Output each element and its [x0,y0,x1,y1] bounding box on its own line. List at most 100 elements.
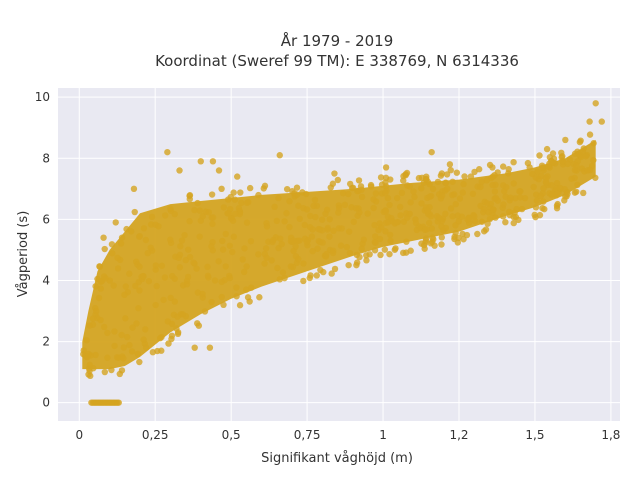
data-point [104,354,111,361]
data-point [100,273,108,280]
data-point [326,233,333,240]
x-tick-label: 0 [75,428,83,442]
data-point [494,169,501,176]
data-point [324,224,332,232]
data-point [176,264,184,271]
data-point [326,216,333,223]
data-point [371,221,378,229]
outlier-point [176,167,183,174]
outlier-point [598,118,605,125]
data-point [263,223,271,230]
data-point [296,215,303,223]
chart-title-line2: Koordinat (Sweref 99 TM): E 338769, N 63… [155,52,519,70]
data-point [194,199,201,207]
y-tick-label: 8 [42,151,50,165]
data-point [478,218,486,225]
data-point [167,294,174,302]
data-point [428,225,436,232]
data-point [218,293,225,301]
data-point [239,256,246,263]
data-point [483,199,490,207]
data-point [136,358,143,366]
outlier-point [215,167,223,174]
data-point [553,179,561,187]
data-point [400,177,407,184]
data-point [503,183,510,191]
data-point [338,225,345,232]
data-point [471,168,478,176]
data-point [438,170,446,177]
data-point [85,350,92,358]
data-point [576,138,584,146]
data-point [301,221,308,229]
data-point [388,214,395,222]
data-point [108,366,115,374]
data-point [511,209,518,216]
x-tick-label: 0,5 [222,428,241,442]
data-point [168,320,176,328]
data-point [290,237,297,244]
data-point [467,173,475,180]
data-point [500,163,507,170]
data-point [246,184,254,192]
x-tick-label: 1,8 [601,428,620,442]
data-point [286,223,293,231]
data-point [113,354,121,361]
data-point [407,199,414,206]
data-point [227,193,234,201]
data-point [491,188,499,195]
data-point [442,210,449,218]
density-band [82,139,596,370]
data-point [371,247,379,254]
data-point [393,194,401,202]
data-point [404,214,411,221]
data-point [331,265,339,273]
data-point [118,331,125,339]
data-point [549,190,556,197]
chart-title-line1: År 1979 - 2019 [281,31,394,50]
data-point [240,268,248,276]
data-point [101,368,109,376]
data-point [226,274,234,282]
outlier-point [130,185,138,193]
data-point [465,215,473,222]
data-point [477,183,484,191]
data-point [126,270,133,277]
x-axis-label: Signifikant våghöjd (m) [261,451,413,466]
data-point [315,225,322,233]
data-point [358,245,365,252]
outlier-point [331,170,338,177]
data-point [201,308,209,315]
data-point [158,262,166,269]
data-point [231,210,239,218]
data-point [372,239,379,246]
data-point [233,293,240,300]
data-point [443,171,451,178]
data-point [355,177,363,184]
data-point [358,193,366,201]
data-point [350,218,357,226]
data-point [463,231,471,239]
data-point [356,253,363,261]
data-point [554,190,561,198]
data-point [502,193,509,200]
outlier-point [158,347,165,354]
data-point [191,206,198,214]
data-point [178,237,186,244]
data-point [148,213,156,221]
data-point [120,344,127,351]
data-point [173,325,180,332]
data-point [345,261,352,269]
x-tick-label: 1,5 [525,428,544,442]
data-point [489,181,496,189]
data-point [317,266,324,274]
data-point [247,284,255,291]
data-point [396,203,404,211]
data-point [353,261,360,269]
data-point [537,192,544,200]
data-point [296,237,303,244]
data-point [281,218,288,225]
data-point [502,218,509,226]
outlier-point [543,145,551,153]
